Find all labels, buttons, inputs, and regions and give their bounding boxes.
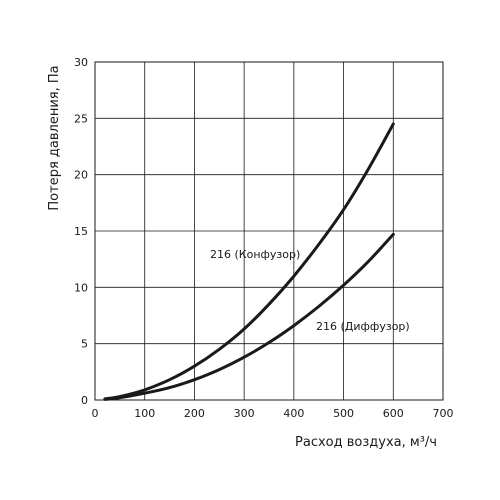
tick-labels: 0 100 200 300 400 500 600 700 0 5 10 15 20 25 30 (74, 56, 454, 420)
y-tick-label: 30 (74, 56, 88, 69)
y-tick-label: 15 (74, 225, 88, 238)
x-tick-label: 0 (92, 407, 99, 420)
x-tick-label: 400 (283, 407, 304, 420)
y-tick-label: 20 (74, 169, 88, 182)
series-line-0 (103, 122, 395, 401)
y-tick-label: 0 (81, 394, 88, 407)
y-tick-label: 5 (81, 338, 88, 351)
x-tick-label: 700 (433, 407, 454, 420)
plot-frame (94, 61, 444, 401)
x-axis-label: Расход воздуха, м³/ч (295, 435, 437, 450)
curves (103, 122, 395, 401)
grid (94, 61, 444, 401)
series-line-1 (103, 232, 395, 401)
series-label-diffuzor: 216 (Диффузор) (316, 320, 410, 333)
y-tick-label: 10 (74, 281, 88, 294)
x-tick-label: 100 (134, 407, 155, 420)
series-label-konfuzor: 216 (Конфузор) (210, 248, 300, 261)
x-tick-label: 500 (333, 407, 354, 420)
x-tick-label: 200 (184, 407, 205, 420)
x-tick-label: 600 (383, 407, 404, 420)
y-tick-label: 25 (74, 112, 88, 125)
x-tick-label: 300 (234, 407, 255, 420)
y-axis-label: Потеря давления, Па (47, 65, 62, 210)
